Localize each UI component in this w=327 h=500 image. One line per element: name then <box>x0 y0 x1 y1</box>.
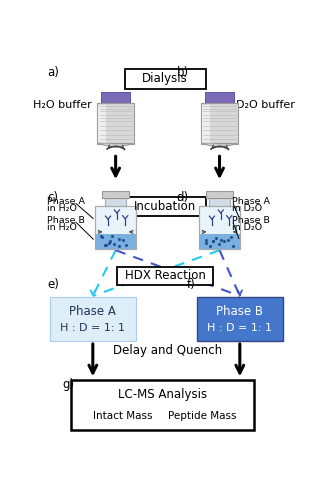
FancyBboxPatch shape <box>202 105 210 142</box>
Text: Delay and Quench: Delay and Quench <box>113 344 222 357</box>
FancyBboxPatch shape <box>197 297 283 341</box>
Text: H : D = 1: 1: H : D = 1: 1 <box>60 323 125 333</box>
Text: Phase B: Phase B <box>216 305 263 318</box>
Text: Phase A: Phase A <box>69 305 116 318</box>
FancyBboxPatch shape <box>50 297 136 341</box>
FancyBboxPatch shape <box>98 105 106 142</box>
Text: Incubation: Incubation <box>134 200 196 213</box>
FancyBboxPatch shape <box>199 206 240 248</box>
FancyBboxPatch shape <box>97 104 134 144</box>
FancyBboxPatch shape <box>71 380 254 430</box>
FancyBboxPatch shape <box>95 206 136 248</box>
Text: in H₂O: in H₂O <box>47 204 77 213</box>
Text: Phase A: Phase A <box>232 197 270 206</box>
Text: in D₂O: in D₂O <box>232 222 262 232</box>
FancyBboxPatch shape <box>95 234 136 248</box>
Text: g): g) <box>62 378 75 390</box>
FancyBboxPatch shape <box>125 198 206 216</box>
Text: b): b) <box>177 66 189 79</box>
Text: f): f) <box>187 278 195 290</box>
Text: D₂O buffer: D₂O buffer <box>236 100 295 110</box>
FancyBboxPatch shape <box>101 92 130 104</box>
Text: Peptide Mass: Peptide Mass <box>168 412 237 422</box>
Text: Dialysis: Dialysis <box>142 72 188 86</box>
Text: Phase B: Phase B <box>47 216 85 224</box>
Text: Phase A: Phase A <box>47 197 85 206</box>
FancyBboxPatch shape <box>206 191 233 198</box>
FancyBboxPatch shape <box>199 234 240 248</box>
Text: LC-MS Analysis: LC-MS Analysis <box>118 388 207 401</box>
Text: Intact Mass: Intact Mass <box>93 412 152 422</box>
Text: a): a) <box>47 66 59 79</box>
Text: in D₂O: in D₂O <box>232 204 262 213</box>
Text: HDX Reaction: HDX Reaction <box>125 270 205 282</box>
Text: c): c) <box>47 191 58 204</box>
Polygon shape <box>201 144 238 148</box>
Polygon shape <box>97 144 134 148</box>
Polygon shape <box>203 144 219 146</box>
FancyBboxPatch shape <box>102 191 129 198</box>
Text: in H₂O: in H₂O <box>47 222 77 232</box>
Text: H : D = 1: 1: H : D = 1: 1 <box>207 323 272 333</box>
Text: Phase B: Phase B <box>232 216 270 224</box>
Text: H₂O buffer: H₂O buffer <box>33 100 92 110</box>
Text: d): d) <box>177 191 189 204</box>
FancyBboxPatch shape <box>105 198 126 206</box>
Polygon shape <box>99 144 115 146</box>
FancyBboxPatch shape <box>117 266 213 285</box>
Text: e): e) <box>47 278 59 290</box>
FancyBboxPatch shape <box>125 69 206 89</box>
FancyBboxPatch shape <box>205 92 234 104</box>
FancyBboxPatch shape <box>201 104 238 144</box>
FancyBboxPatch shape <box>209 198 230 206</box>
